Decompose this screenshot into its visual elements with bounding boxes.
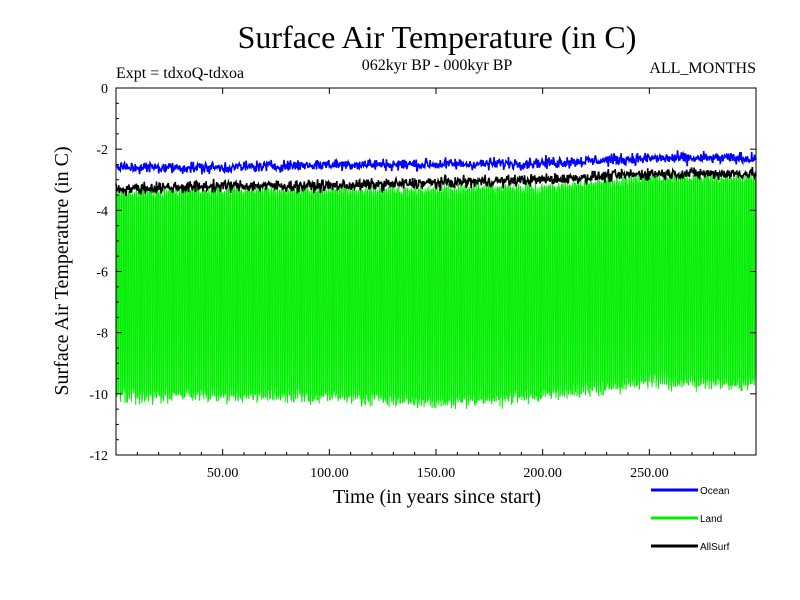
chart-subtitle-left: Expt = tdxoQ-tdxoa [116,65,244,82]
y-axis-label: Surface Air Temperature (in C) [51,146,73,395]
legend-label-ocean: Ocean [700,486,729,497]
x-tick-label: 100.00 [310,466,349,481]
chart-subtitle-right: ALL_MONTHS [649,60,756,77]
y-tick-label: -12 [89,449,108,464]
chart-subtitle-center: 062kyr BP - 000kyr BP [362,57,513,74]
y-tick-label: 0 [101,82,108,97]
x-tick-label: 150.00 [417,466,456,481]
y-tick-label: -10 [89,388,108,403]
x-tick-label: 50.00 [207,466,239,481]
y-tick-label: -6 [96,266,108,281]
x-tick-label: 250.00 [630,466,669,481]
y-tick-label: -8 [96,327,108,342]
chart-title: Surface Air Temperature (in C) [238,19,637,55]
series-line-land [115,170,757,410]
axis-layer: 50.00 100.00 150.00 200.00 250.00 0 -2 -4 -6 -8 -1… [89,82,756,481]
legend: Ocean Land AllSurf [651,486,730,553]
legend-label-allsurf: AllSurf [700,542,730,553]
x-axis-label: Time (in years since start) [333,486,541,508]
series-line-allsurf [115,166,757,197]
series-line-ocean [115,150,757,175]
x-tick-label: 200.00 [523,466,562,481]
series-layer [115,150,757,410]
y-tick-label: -4 [96,204,108,219]
y-tick-label: -2 [96,143,108,158]
legend-label-land: Land [700,514,722,525]
